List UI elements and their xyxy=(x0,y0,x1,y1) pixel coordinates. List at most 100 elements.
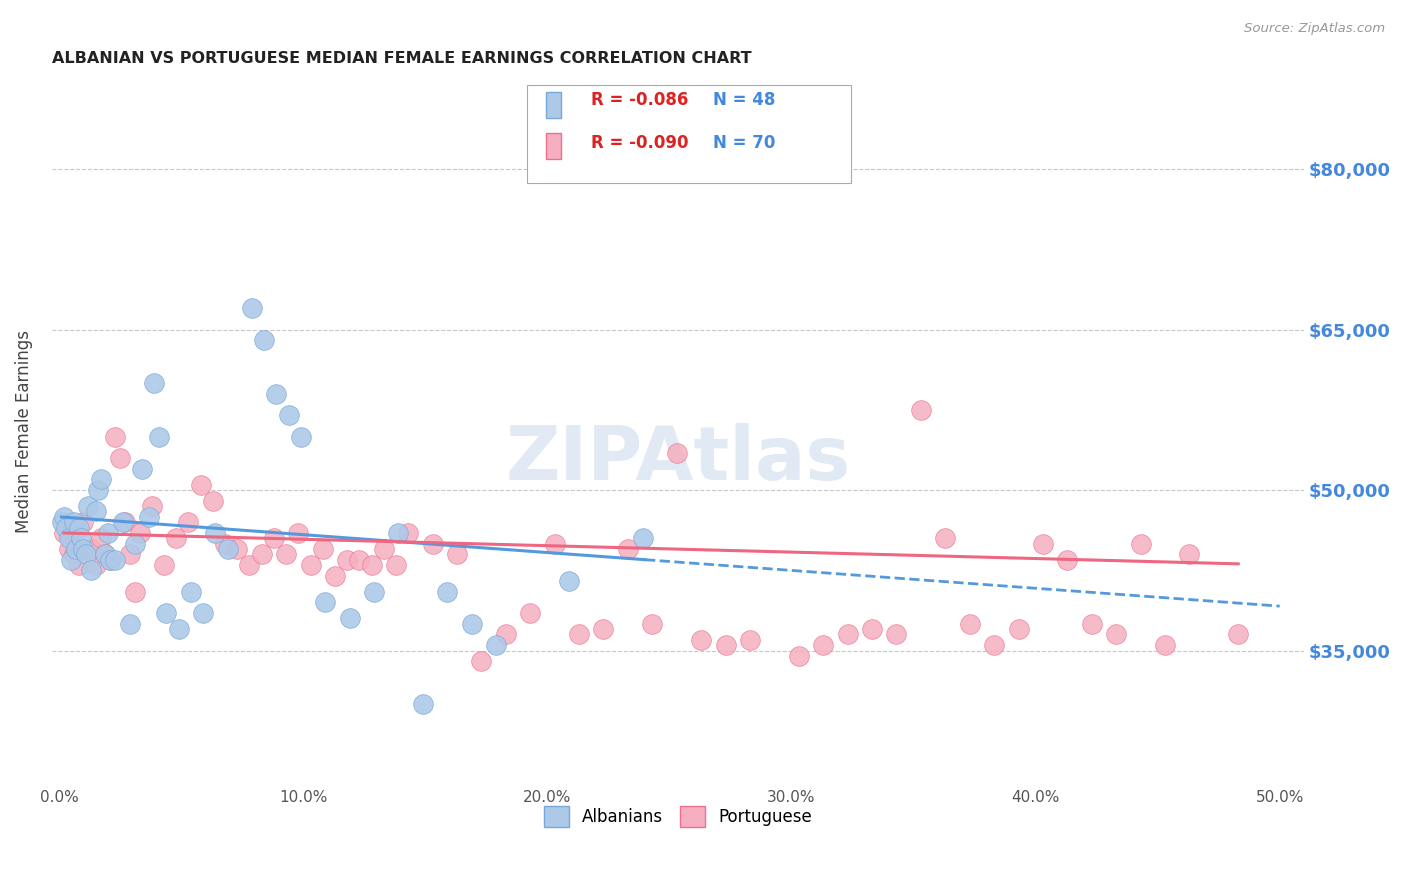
Point xyxy=(58,541,80,556)
Point xyxy=(141,499,163,513)
Point xyxy=(787,648,810,663)
Point xyxy=(460,616,482,631)
Point xyxy=(690,632,713,647)
Point xyxy=(124,584,146,599)
Point xyxy=(165,531,187,545)
Point xyxy=(51,515,73,529)
Point xyxy=(204,525,226,540)
Point xyxy=(436,584,458,599)
Point xyxy=(98,552,121,566)
Point xyxy=(75,547,97,561)
Point xyxy=(72,541,94,556)
Point xyxy=(959,616,981,631)
Point xyxy=(94,547,117,561)
Point xyxy=(58,531,80,545)
Point xyxy=(118,547,141,561)
Point xyxy=(97,525,120,540)
Point xyxy=(55,520,77,534)
Point xyxy=(287,525,309,540)
Y-axis label: Median Female Earnings: Median Female Earnings xyxy=(15,330,32,533)
Point xyxy=(118,616,141,631)
Point xyxy=(422,536,444,550)
Point xyxy=(592,622,614,636)
Point xyxy=(617,541,640,556)
Point xyxy=(1007,622,1029,636)
Point xyxy=(253,333,276,347)
Point xyxy=(70,531,93,545)
Point xyxy=(67,558,90,572)
Point xyxy=(446,547,468,561)
Point xyxy=(87,483,110,497)
Point xyxy=(360,558,382,572)
Point xyxy=(274,547,297,561)
Text: R = -0.090: R = -0.090 xyxy=(591,134,688,152)
Point xyxy=(155,606,177,620)
Point xyxy=(104,429,127,443)
Point xyxy=(312,541,335,556)
Point xyxy=(108,450,131,465)
Point xyxy=(363,584,385,599)
Point xyxy=(148,429,170,443)
Point xyxy=(323,568,346,582)
Point xyxy=(385,558,408,572)
Point xyxy=(1154,638,1177,652)
Point xyxy=(124,536,146,550)
Point xyxy=(191,606,214,620)
Point xyxy=(62,547,84,561)
Point xyxy=(1032,536,1054,550)
Point xyxy=(568,627,591,641)
Text: ZIPAtlas: ZIPAtlas xyxy=(505,423,851,496)
Point xyxy=(250,547,273,561)
Point xyxy=(543,536,565,550)
Point xyxy=(339,611,361,625)
Point xyxy=(177,515,200,529)
Point xyxy=(1129,536,1152,550)
Point xyxy=(131,461,153,475)
Point xyxy=(519,606,541,620)
Point xyxy=(266,386,288,401)
Point xyxy=(314,595,336,609)
Point xyxy=(98,552,121,566)
Point xyxy=(631,531,654,545)
Point xyxy=(714,638,737,652)
Point xyxy=(934,531,956,545)
Point xyxy=(470,654,492,668)
Point xyxy=(128,525,150,540)
Point xyxy=(167,622,190,636)
Point xyxy=(80,563,103,577)
Text: N = 48: N = 48 xyxy=(713,91,775,109)
Point xyxy=(104,552,127,566)
Point xyxy=(886,627,908,641)
Point xyxy=(65,541,87,556)
Point xyxy=(1080,616,1102,631)
Point xyxy=(226,541,249,556)
Point xyxy=(80,541,103,556)
Point xyxy=(72,515,94,529)
Point xyxy=(910,402,932,417)
Point xyxy=(495,627,517,641)
Point xyxy=(299,558,322,572)
Point xyxy=(62,515,84,529)
Text: ALBANIAN VS PORTUGUESE MEDIAN FEMALE EARNINGS CORRELATION CHART: ALBANIAN VS PORTUGUESE MEDIAN FEMALE EAR… xyxy=(52,51,751,66)
Point xyxy=(214,536,236,550)
Legend: Albanians, Portuguese: Albanians, Portuguese xyxy=(537,799,818,833)
Point xyxy=(412,697,434,711)
Point xyxy=(238,558,260,572)
Point xyxy=(349,552,371,566)
Point xyxy=(52,509,75,524)
Point xyxy=(336,552,359,566)
Point xyxy=(67,520,90,534)
Point xyxy=(1105,627,1128,641)
Point xyxy=(860,622,883,636)
Point xyxy=(114,515,136,529)
Point xyxy=(52,525,75,540)
Point xyxy=(77,499,100,513)
Point xyxy=(94,547,117,561)
Point xyxy=(1056,552,1078,566)
Point xyxy=(641,616,664,631)
Point xyxy=(84,504,107,518)
Point xyxy=(290,429,312,443)
Point xyxy=(90,472,112,486)
Point xyxy=(387,525,409,540)
Point xyxy=(143,376,166,390)
